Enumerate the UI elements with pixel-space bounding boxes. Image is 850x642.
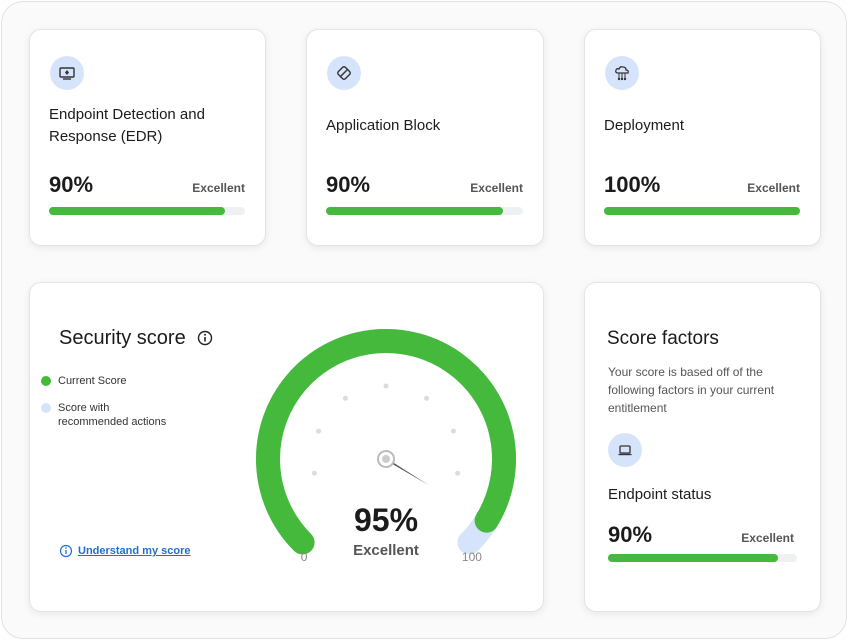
link-info-icon [59,544,73,558]
gauge-score: 95% [354,502,418,538]
card-status: Excellent [747,181,800,195]
score-factors-card: Score factors Your score is based off of… [584,282,821,612]
card-status: Excellent [470,181,523,195]
gauge-max-label: 100 [462,550,482,564]
info-icon[interactable] [197,330,213,346]
gauge-dot [342,395,348,401]
app-block-icon [327,56,361,90]
card-score: 90% [326,172,371,197]
progress-track [604,207,800,215]
card-status: Excellent [192,181,245,195]
progress-fill [604,207,800,215]
legend-label: Score with recommended actions [58,402,167,428]
deployment-card[interactable]: Deployment 100% Excellent [584,29,821,246]
card-score: 100% [604,172,661,197]
legend-item: Score with recommended actions [41,401,168,429]
security-score-title: Security score [59,327,186,349]
gauge-dot [311,470,317,476]
gauge-value [256,329,516,555]
gauge-dot [455,470,461,476]
gauge-dot [383,383,389,389]
card-score: 90% [49,172,94,197]
progress-fill [608,554,779,562]
gauge-dot [450,428,456,434]
understand-score-link[interactable]: Understand my score [78,545,191,557]
score-factors-description: Your score is based off of the following… [608,365,775,415]
legend-label: Current Score [58,375,127,387]
security-score-card: Security score Current Score Score with … [29,282,544,612]
score-factors-title: Score factors [607,328,719,349]
endpoint-icon [608,433,642,467]
card-title: Deployment [604,117,685,134]
gauge: 0 100 95% Excellent [256,329,516,564]
progress-track [49,207,245,215]
factor-status: Excellent [741,531,794,545]
progress-fill [49,207,226,215]
application-block-card[interactable]: Application Block 90% Excellent [306,29,544,246]
deployment-icon [605,56,639,90]
gauge-min-label: 0 [301,550,308,564]
edr-icon [50,56,84,90]
gauge-status: Excellent [353,542,419,559]
progress-track [326,207,523,215]
gauge-hub-inner [382,455,390,463]
progress-track [608,554,797,562]
gauge-dot [424,395,430,401]
card-title: Application Block [326,117,441,134]
factor-title: Endpoint status [608,486,712,503]
card-title: Endpoint Detection and Response (EDR) [49,106,205,145]
progress-fill [326,207,504,215]
gauge-needle [383,456,429,486]
factor-score: 90% [608,522,653,547]
gauge-dot [316,428,322,434]
edr-card[interactable]: Endpoint Detection and Response (EDR) 90… [29,29,266,246]
legend-item: Current Score [41,374,168,388]
